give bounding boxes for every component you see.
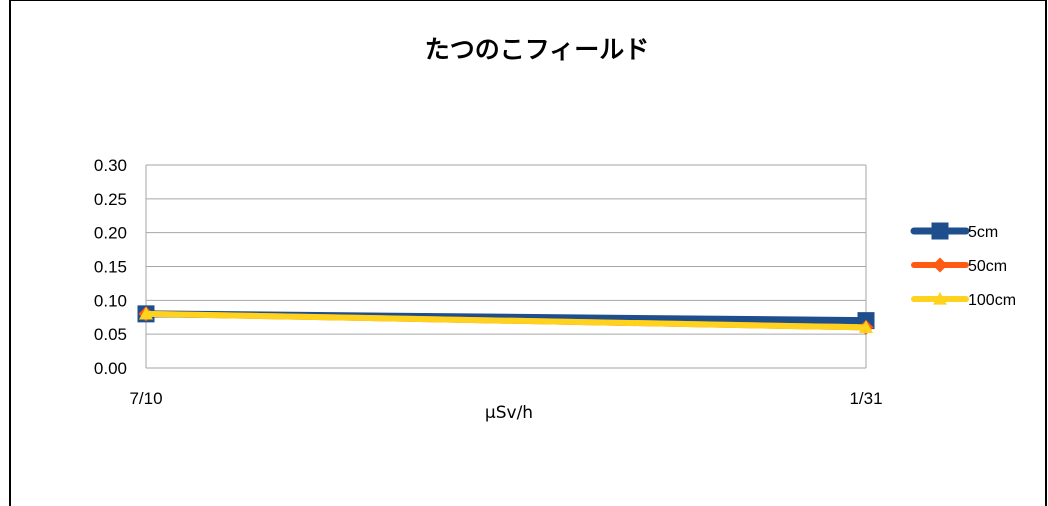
legend-swatch-marker <box>933 292 947 305</box>
gridlines <box>145 164 867 369</box>
y-tick-label: 0.00 <box>94 359 127 378</box>
x-tick-label: 7/10 <box>129 389 162 408</box>
y-tick-label: 0.10 <box>94 291 127 310</box>
legend-item: 5cm <box>910 222 998 241</box>
y-tick-label: 0.25 <box>94 190 127 209</box>
x-axis-title: μSv/h <box>485 403 533 423</box>
y-tick-label: 0.30 <box>94 156 127 175</box>
legend-item: 50cm <box>911 257 1007 275</box>
legend: 5cm 50cm 100cm <box>910 222 1016 309</box>
series-lines <box>137 305 875 335</box>
legend-label: 50cm <box>968 258 1007 275</box>
y-axis-tick-labels: 0.00 0.05 0.10 0.15 0.20 0.25 0.30 <box>94 156 127 378</box>
x-axis-tick-labels: 7/10 1/31 <box>129 389 882 408</box>
legend-swatch-marker <box>932 257 948 273</box>
series-100cm <box>139 306 873 333</box>
y-tick-label: 0.05 <box>94 325 127 344</box>
chart-border <box>9 0 1047 506</box>
legend-item: 100cm <box>911 292 1016 309</box>
legend-label: 100cm <box>968 292 1016 309</box>
series-line <box>145 310 867 331</box>
chart-title: たつのこフィールド <box>425 35 650 64</box>
data-point <box>139 306 153 320</box>
y-tick-label: 0.15 <box>94 258 127 277</box>
data-point <box>859 320 873 333</box>
legend-swatch-marker <box>931 222 949 240</box>
x-tick-label: 1/31 <box>849 389 882 408</box>
y-tick-label: 0.20 <box>94 224 127 243</box>
legend-label: 5cm <box>968 224 998 241</box>
